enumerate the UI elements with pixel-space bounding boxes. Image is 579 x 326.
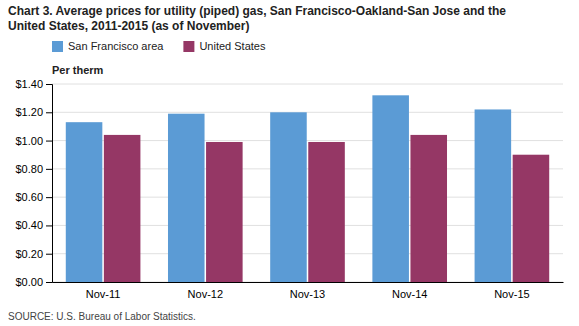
y-tick-label: $1.40 <box>15 78 43 90</box>
source-note: SOURCE: U.S. Bureau of Labor Statistics. <box>8 311 196 322</box>
bar <box>410 135 447 282</box>
chart-svg: Chart 3. Average prices for utility (pip… <box>0 0 579 326</box>
y-tick-label: $0.80 <box>15 163 43 175</box>
legend-swatch <box>52 41 63 52</box>
y-tick-label: $0.60 <box>15 191 43 203</box>
bar <box>206 142 243 282</box>
grid-line <box>52 84 563 85</box>
chart-container: Chart 3. Average prices for utility (pip… <box>0 0 579 326</box>
x-axis: Nov-11 Nov-12 Nov-13 Nov-14 Nov-15 <box>53 283 564 300</box>
legend-label: United States <box>199 40 266 52</box>
title: Chart 3. Average prices for utility (pip… <box>8 4 506 18</box>
y-tick: $1.20 <box>15 106 52 118</box>
x-tick-label: Nov-15 <box>494 288 529 300</box>
y-axis-title: Per therm <box>52 64 104 76</box>
y-tick: $1.00 <box>15 135 52 147</box>
bar <box>168 114 205 282</box>
grid <box>52 84 563 282</box>
x-tick: Nov-15 <box>494 288 529 300</box>
bar <box>308 142 345 282</box>
y-tick-mark <box>46 112 52 113</box>
y-tick-mark <box>46 225 52 226</box>
bar <box>66 122 103 282</box>
y-tick: $1.40 <box>15 78 52 90</box>
x-tick: Nov-12 <box>188 288 223 300</box>
y-tick: $0.20 <box>15 248 52 260</box>
legend-item: San Francisco area <box>52 40 164 52</box>
bar-series <box>66 95 511 282</box>
x-tick: Nov-13 <box>290 288 325 300</box>
plot: $0.00 $0.20 $0.40 $0.60 $0.80 $1.00 $1.20 $1.40… <box>15 78 563 300</box>
y-tick-mark <box>46 141 52 142</box>
y-tick-mark <box>46 84 52 85</box>
x-tick-label: Nov-11 <box>86 288 121 300</box>
y-tick-label: $0.40 <box>15 219 43 231</box>
y-tick-label: $0.20 <box>15 248 43 260</box>
legend-item: United States <box>183 40 266 52</box>
bar <box>104 135 141 282</box>
subtitle: United States, 2011-2015 (as of November… <box>8 19 249 33</box>
bars <box>66 95 549 282</box>
x-tick: Nov-14 <box>392 288 427 300</box>
y-axis: $0.00 $0.20 $0.40 $0.60 $0.80 $1.00 $1.20 $1.40 <box>15 78 52 288</box>
legend: San Francisco area United States <box>52 40 266 52</box>
y-tick: $0.00 <box>15 276 52 288</box>
y-tick: $0.60 <box>15 191 52 203</box>
bar <box>475 109 512 282</box>
y-tick-mark <box>46 254 52 255</box>
x-tick-label: Nov-13 <box>290 288 325 300</box>
y-tick: $0.80 <box>15 163 52 175</box>
y-tick-label: $1.20 <box>15 106 43 118</box>
y-tick-mark <box>46 197 52 198</box>
x-tick-label: Nov-14 <box>392 288 427 300</box>
legend-swatch <box>183 41 194 52</box>
y-tick-label: $1.00 <box>15 135 43 147</box>
y-tick: $0.40 <box>15 219 52 231</box>
legend-label: San Francisco area <box>68 40 164 52</box>
bar <box>270 112 307 282</box>
x-tick: Nov-11 <box>86 288 121 300</box>
y-axis-line <box>46 85 53 283</box>
y-tick-label: $0.00 <box>15 276 43 288</box>
bar-series <box>104 135 549 282</box>
y-tick-mark <box>46 169 52 170</box>
y-tick-mark <box>46 282 52 283</box>
x-axis-line <box>53 282 564 283</box>
bar <box>513 155 550 282</box>
x-tick-label: Nov-12 <box>188 288 223 300</box>
bar <box>372 95 409 282</box>
